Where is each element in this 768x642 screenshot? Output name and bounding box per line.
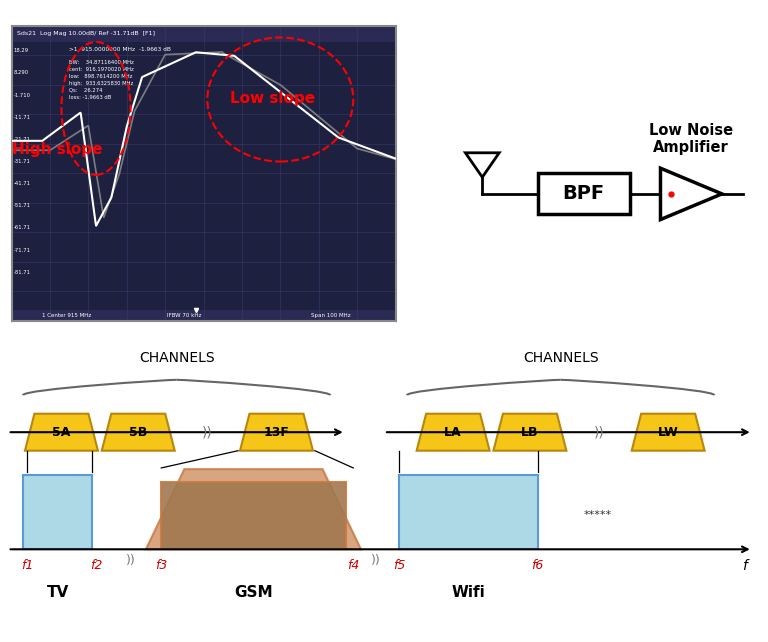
Text: f5: f5 bbox=[393, 559, 406, 571]
Text: -61.71: -61.71 bbox=[13, 225, 31, 230]
Text: )): )) bbox=[126, 554, 135, 568]
Text: f3: f3 bbox=[155, 559, 167, 571]
Bar bbox=[12, 310, 396, 321]
Text: 13F: 13F bbox=[263, 426, 290, 438]
Text: 5B: 5B bbox=[129, 426, 147, 438]
Text: -11.71: -11.71 bbox=[13, 115, 31, 119]
Text: 5A: 5A bbox=[52, 426, 71, 438]
Bar bbox=[12, 26, 396, 42]
Text: Low slope: Low slope bbox=[230, 91, 316, 106]
Text: BPF: BPF bbox=[563, 184, 604, 204]
Text: LA: LA bbox=[445, 426, 462, 438]
Text: -21.71: -21.71 bbox=[13, 137, 31, 142]
Text: Span 100 MHz: Span 100 MHz bbox=[311, 313, 351, 318]
Text: f: f bbox=[743, 559, 747, 573]
Text: BW:    34.87116400 MHz
cent:  916.1970020 MHz
low:   898.7614200 MHz
high:  933.: BW: 34.87116400 MHz cent: 916.1970020 MH… bbox=[69, 60, 134, 100]
Text: f4: f4 bbox=[347, 559, 359, 571]
Polygon shape bbox=[25, 413, 98, 451]
Polygon shape bbox=[493, 413, 566, 451]
Text: -81.71: -81.71 bbox=[13, 270, 31, 275]
Polygon shape bbox=[631, 413, 705, 451]
Polygon shape bbox=[146, 469, 361, 550]
Text: -71.71: -71.71 bbox=[13, 248, 31, 252]
Text: 18.29: 18.29 bbox=[13, 48, 28, 53]
Text: LB: LB bbox=[521, 426, 538, 438]
Text: GSM: GSM bbox=[234, 585, 273, 600]
Polygon shape bbox=[416, 413, 490, 451]
Text: LW: LW bbox=[657, 426, 679, 438]
Text: -1.710: -1.710 bbox=[13, 92, 31, 98]
Text: f6: f6 bbox=[531, 559, 544, 571]
Text: High slope: High slope bbox=[12, 142, 102, 157]
Text: -31.71: -31.71 bbox=[13, 159, 30, 164]
Text: *****: ***** bbox=[584, 510, 612, 521]
Text: 8.290: 8.290 bbox=[13, 71, 28, 75]
Text: Low Noise
Amplifier: Low Noise Amplifier bbox=[649, 123, 733, 155]
Text: Sds21  Log Mag 10.00dB/ Ref -31.71dB  [F1]: Sds21 Log Mag 10.00dB/ Ref -31.71dB [F1] bbox=[17, 31, 155, 37]
Text: >1  915.0000000 MHz  -1.9663 dB: >1 915.0000000 MHz -1.9663 dB bbox=[69, 47, 171, 52]
Bar bbox=[161, 482, 346, 550]
Polygon shape bbox=[240, 413, 313, 451]
Text: Wifi: Wifi bbox=[452, 585, 485, 600]
Text: -51.71: -51.71 bbox=[13, 204, 31, 208]
Text: 1 Center 915 MHz: 1 Center 915 MHz bbox=[42, 313, 91, 318]
Text: CHANNELS: CHANNELS bbox=[523, 351, 598, 365]
Polygon shape bbox=[660, 168, 722, 220]
Bar bbox=[538, 173, 630, 214]
Text: CHANNELS: CHANNELS bbox=[139, 351, 214, 365]
Bar bbox=[399, 475, 538, 550]
Text: )): )) bbox=[202, 425, 213, 439]
Text: f1: f1 bbox=[21, 559, 33, 571]
Text: )): )) bbox=[372, 554, 381, 568]
Text: IFBW 70 kHz: IFBW 70 kHz bbox=[167, 313, 201, 318]
Polygon shape bbox=[101, 413, 174, 451]
Text: -41.71: -41.71 bbox=[13, 181, 31, 186]
Text: )): )) bbox=[594, 425, 604, 439]
Bar bbox=[23, 475, 92, 550]
Text: f2: f2 bbox=[90, 559, 102, 571]
Text: TV: TV bbox=[47, 585, 68, 600]
